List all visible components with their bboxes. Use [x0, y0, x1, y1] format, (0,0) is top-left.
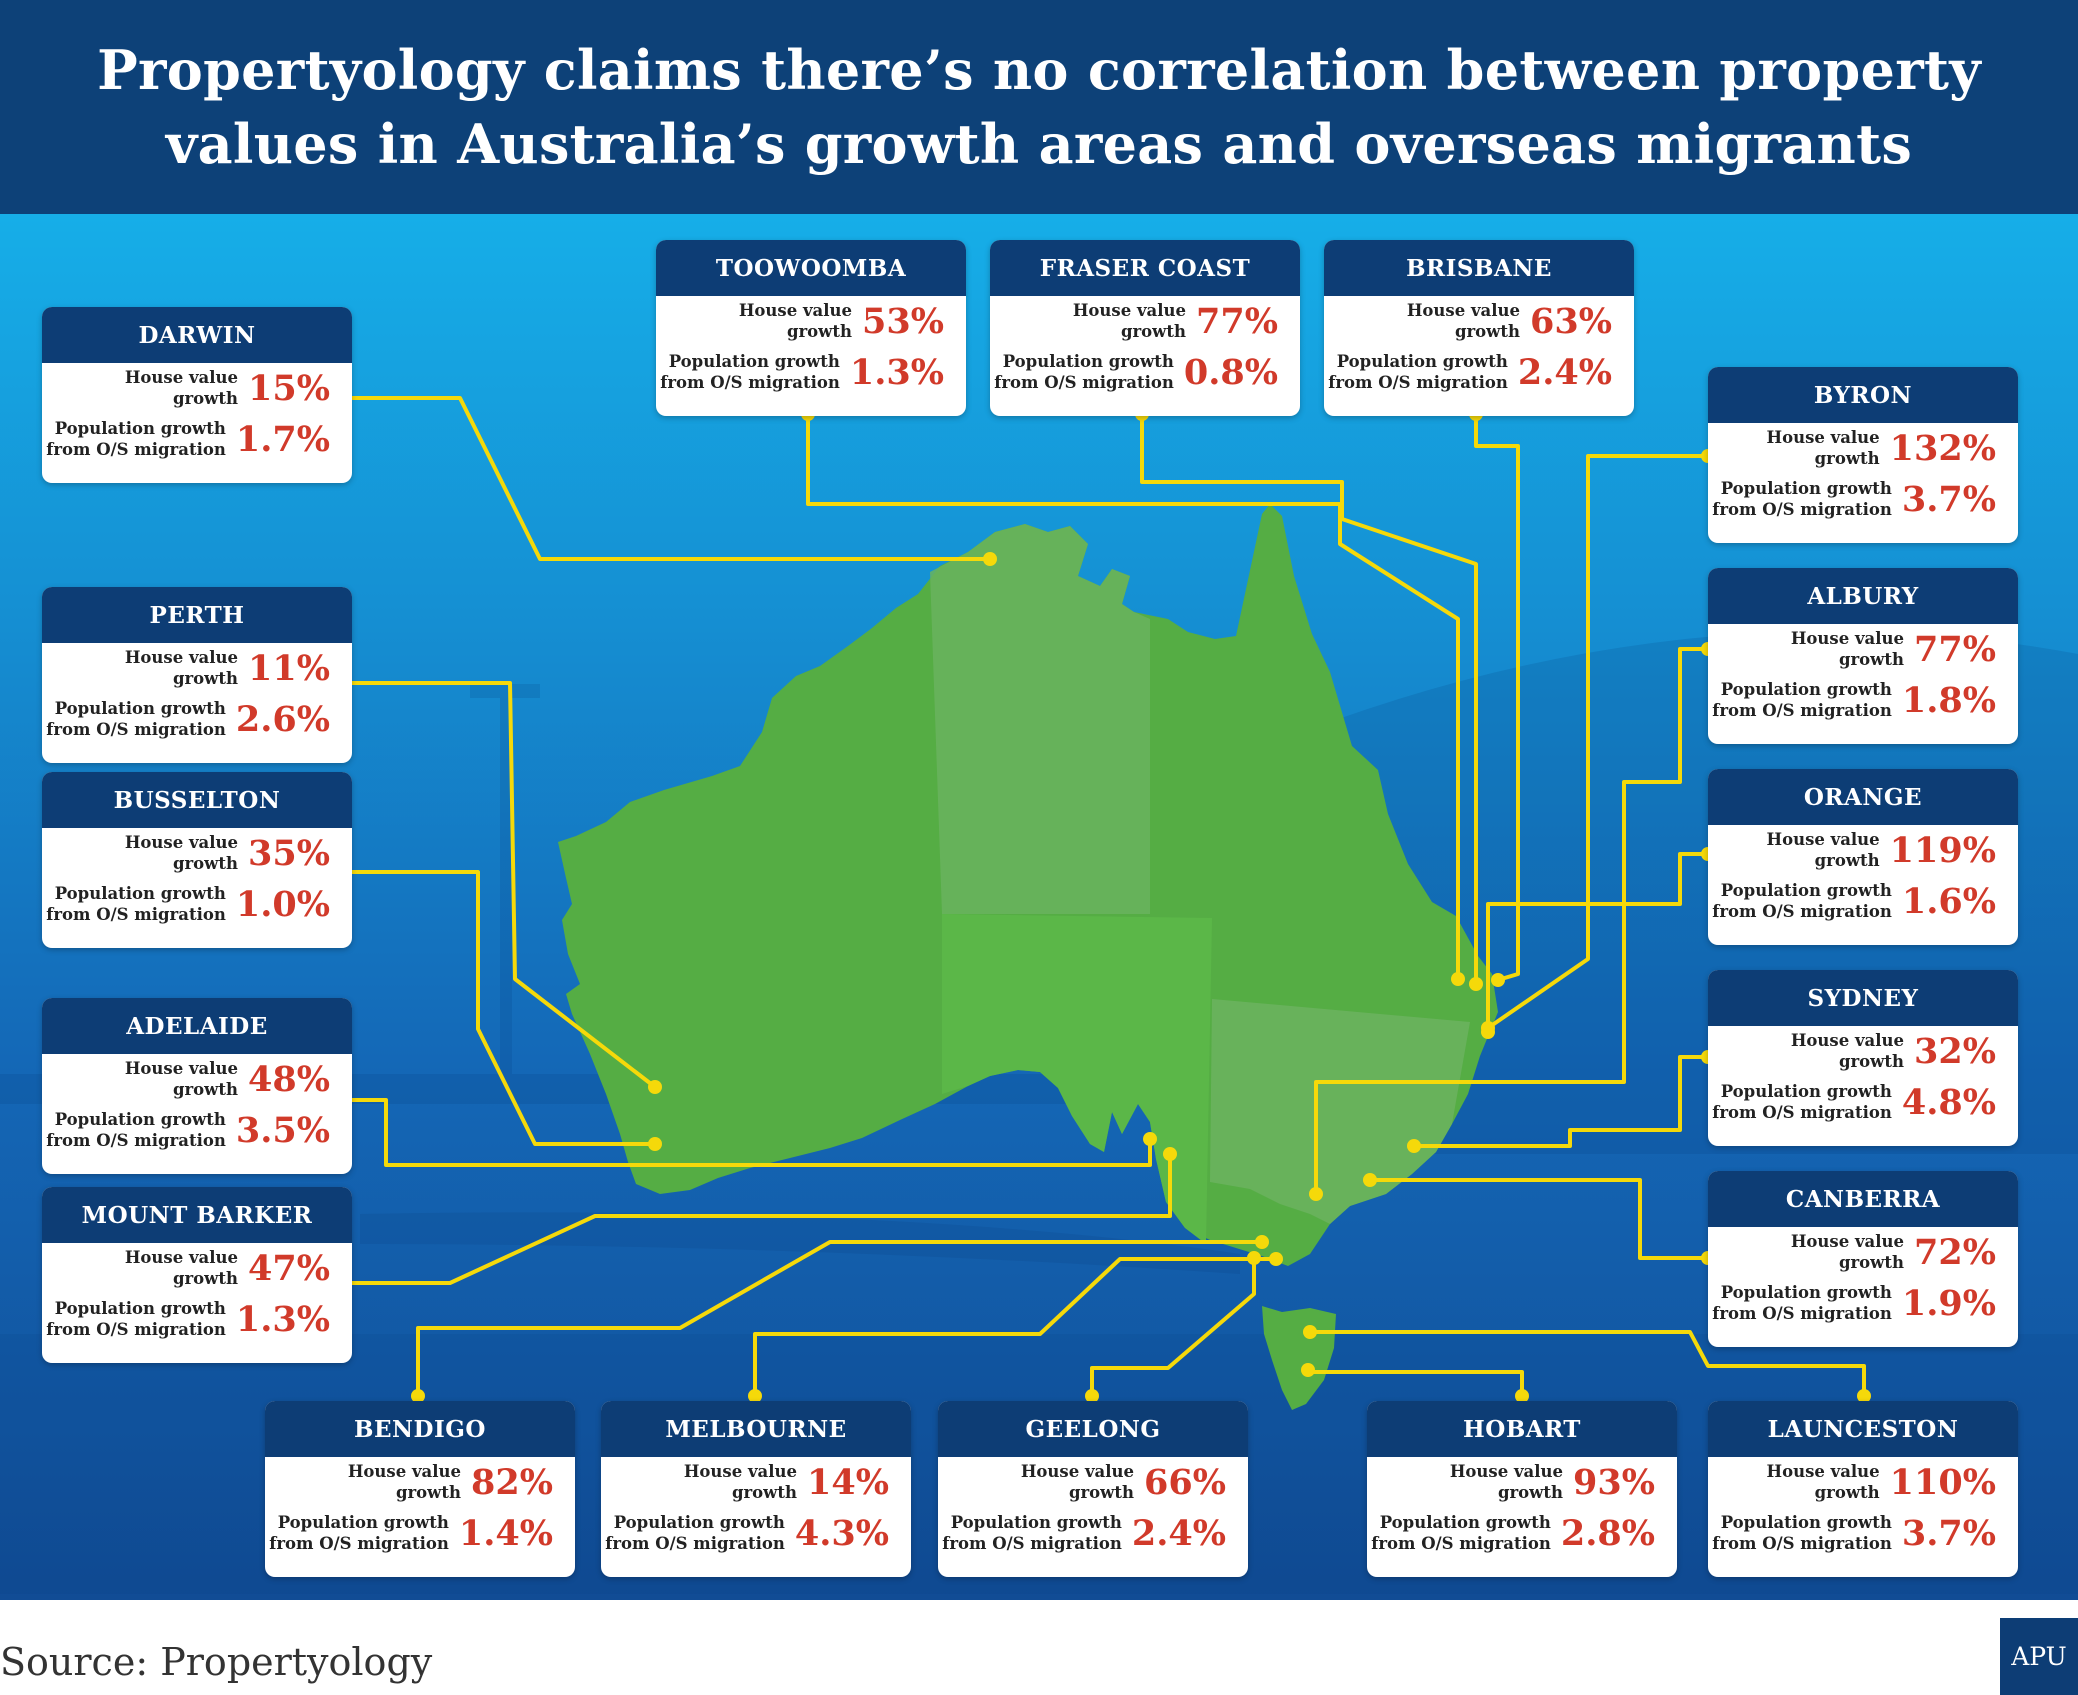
connector-line-launceston [1310, 1330, 1866, 1396]
connector-line-orange [1486, 852, 1708, 1032]
title-line-1: Propertyology claims there’s no correlat… [97, 38, 1981, 102]
connector-dot-mount-barker-card [338, 1276, 352, 1290]
connector-dot-busselton-location [648, 1137, 662, 1151]
map-stage: TOOWOOMBA House value growth 53% Populatio… [0, 214, 2078, 1600]
connector-dot-geelong-card [1085, 1389, 1099, 1403]
connector-line-perth [345, 681, 657, 1089]
connector-dot-hobart-location [1301, 1363, 1315, 1377]
connector-line-busselton [345, 870, 655, 1146]
connector-dot-adelaide-card [338, 1093, 352, 1107]
connector-dot-canberra-card [1701, 1251, 1715, 1265]
connector-dot-melbourne-card [748, 1389, 762, 1403]
connector-line-albury [1314, 647, 1708, 1194]
connector-dot-melbourne-location [1269, 1252, 1283, 1266]
northern-territory-region [930, 524, 1150, 914]
title-line-2: values in Australia’s growth areas and o… [165, 112, 1913, 176]
connector-dot-fraser-coast-card [1135, 407, 1149, 421]
connector-line-darwin [345, 396, 990, 561]
new-south-wales-region [1210, 999, 1470, 1224]
connector-dot-mount-barker-location [1163, 1147, 1177, 1161]
connector-dot-launceston-card [1857, 1389, 1871, 1403]
connector-dot-sydney-card [1701, 1050, 1715, 1064]
title-banner: Propertyology claims there’s no correlat… [0, 0, 2078, 214]
connector-dot-toowoomba-location [1451, 972, 1465, 986]
connector-dot-orange-location [1481, 1025, 1495, 1039]
south-australia-region [942, 914, 1212, 1244]
connector-dot-orange-card [1701, 847, 1715, 861]
connector-dot-bendigo-location [1255, 1235, 1269, 1249]
connector-dot-brisbane-card [1469, 407, 1483, 421]
connector-lines [345, 396, 1866, 1396]
connector-line-fraser-coast [1140, 414, 1478, 984]
connector-dot-adelaide-location [1143, 1132, 1157, 1146]
connector-dot-canberra-location [1363, 1173, 1377, 1187]
connector-line-adelaide [345, 1098, 1152, 1167]
connector-dot-toowoomba-card [801, 407, 815, 421]
connector-dot-albury-location [1309, 1187, 1323, 1201]
source-credit: Source: Propertyology [0, 1640, 433, 1684]
connector-dot-bendigo-card [411, 1389, 425, 1403]
connector-line-brisbane [1474, 414, 1520, 982]
connector-line-melbourne [753, 1257, 1276, 1396]
connector-dot-byron-card [1701, 449, 1715, 463]
apu-logo: APU [2000, 1618, 2078, 1695]
connector-line-bendigo [416, 1240, 1262, 1396]
connector-line-toowoomba [806, 414, 1460, 979]
connector-dot-launceston-location [1303, 1325, 1317, 1339]
connector-dot-busselton-card [338, 865, 352, 879]
connector-dot-sydney-location [1407, 1139, 1421, 1153]
connector-line-mount-barker [345, 1154, 1172, 1285]
connector-line-geelong [1090, 1258, 1256, 1396]
connector-dot-albury-card [1701, 642, 1715, 656]
connector-dot-geelong-location [1247, 1251, 1261, 1265]
connector-dot-fraser-coast-location [1469, 977, 1483, 991]
map-canvas [0, 391, 2078, 1594]
connector-line-sydney [1414, 1055, 1708, 1148]
connector-line-canberra [1370, 1178, 1708, 1260]
connector-dot-perth-card [338, 676, 352, 690]
connector-dot-darwin-location [983, 552, 997, 566]
connector-dot-darwin-card [338, 391, 352, 405]
connector-dot-perth-location [648, 1080, 662, 1094]
connector-line-byron [1486, 454, 1708, 1030]
connector-dot-hobart-card [1515, 1389, 1529, 1403]
connector-dot-brisbane-location [1491, 973, 1505, 987]
